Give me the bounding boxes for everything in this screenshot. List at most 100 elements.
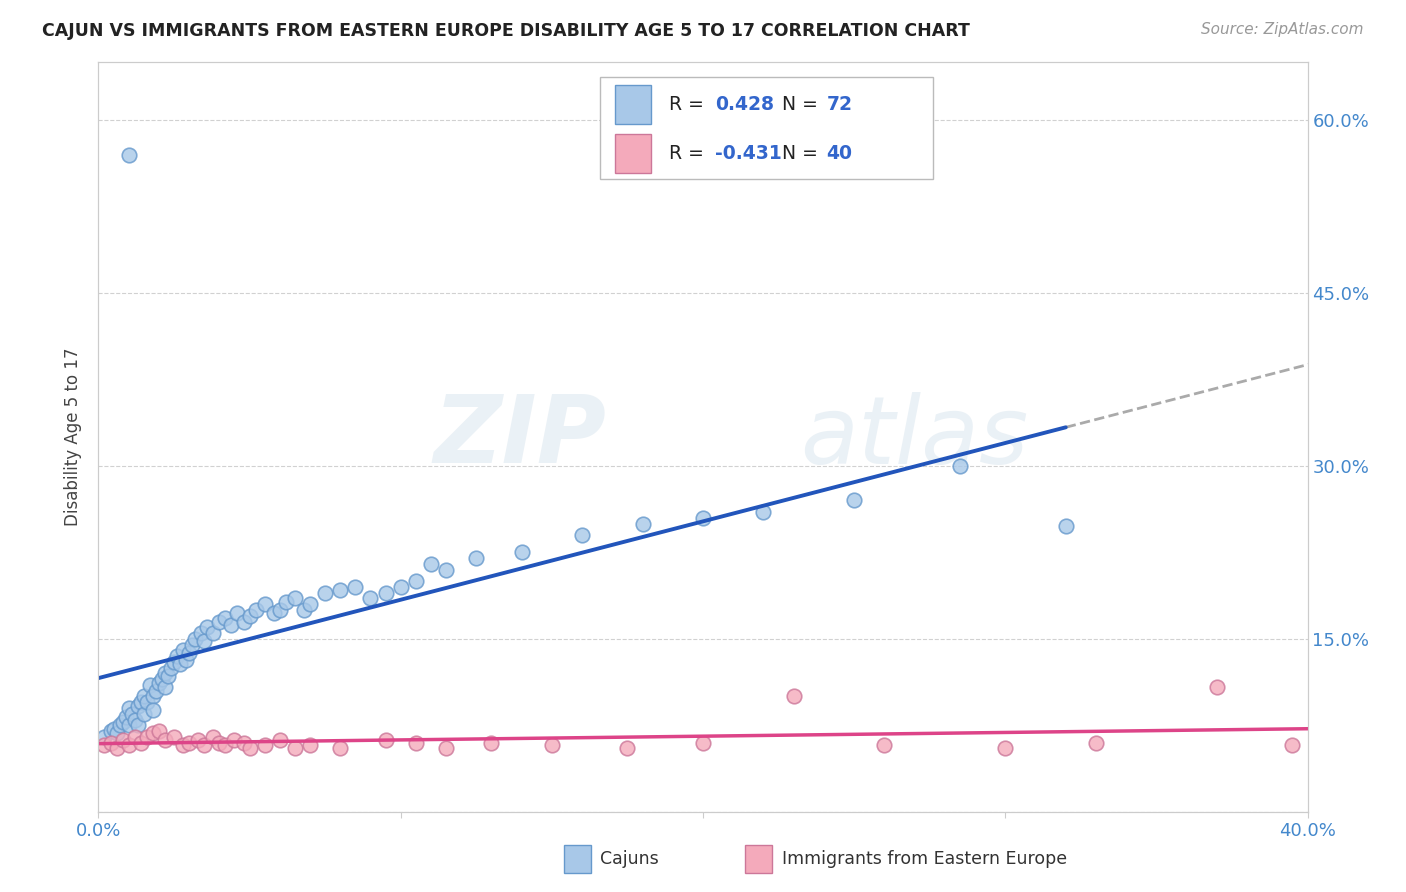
Text: Immigrants from Eastern Europe: Immigrants from Eastern Europe — [782, 850, 1067, 868]
Text: 72: 72 — [827, 95, 852, 114]
Point — [873, 738, 896, 752]
Point — [344, 580, 367, 594]
Point — [174, 652, 197, 666]
Point — [121, 706, 143, 721]
Point — [269, 603, 291, 617]
Point — [169, 657, 191, 672]
Point — [153, 666, 176, 681]
Point — [166, 649, 188, 664]
Point — [148, 675, 170, 690]
Point — [360, 591, 382, 606]
Point — [142, 690, 165, 704]
Point — [314, 585, 336, 599]
Text: CAJUN VS IMMIGRANTS FROM EASTERN EUROPE DISABILITY AGE 5 TO 17 CORRELATION CHART: CAJUN VS IMMIGRANTS FROM EASTERN EUROPE … — [42, 22, 970, 40]
Point — [284, 591, 307, 606]
Point — [172, 643, 194, 657]
Point — [118, 147, 141, 161]
Point — [239, 741, 262, 756]
Point — [195, 620, 218, 634]
Point — [153, 733, 176, 747]
Point — [103, 722, 125, 736]
Point — [1054, 519, 1077, 533]
Point — [127, 718, 149, 732]
Point — [142, 726, 165, 740]
Point — [1281, 738, 1303, 752]
FancyBboxPatch shape — [745, 845, 772, 873]
Point — [434, 741, 457, 756]
Point — [374, 733, 396, 747]
Point — [124, 713, 146, 727]
Text: atlas: atlas — [800, 392, 1028, 483]
Point — [232, 615, 254, 629]
Point — [420, 557, 443, 571]
Point — [245, 603, 267, 617]
Point — [692, 510, 714, 524]
Point — [263, 607, 285, 621]
Point — [111, 733, 134, 747]
Point — [118, 718, 141, 732]
Point — [292, 603, 315, 617]
Point — [129, 695, 152, 709]
Point — [193, 634, 215, 648]
Point — [93, 730, 115, 744]
Point — [202, 626, 225, 640]
FancyBboxPatch shape — [614, 134, 651, 172]
FancyBboxPatch shape — [614, 85, 651, 124]
Point — [179, 646, 201, 660]
Point — [190, 626, 212, 640]
Point — [299, 738, 322, 752]
Point — [253, 597, 276, 611]
Point — [181, 638, 204, 652]
Point — [1206, 680, 1229, 694]
Point — [93, 738, 115, 752]
Point — [481, 735, 503, 749]
Point — [208, 735, 231, 749]
Point — [329, 741, 352, 756]
Text: N =: N = — [782, 95, 824, 114]
Point — [132, 690, 155, 704]
Point — [105, 741, 128, 756]
Text: -0.431: -0.431 — [716, 144, 782, 162]
Point — [127, 698, 149, 713]
FancyBboxPatch shape — [564, 845, 591, 873]
Point — [100, 735, 122, 749]
Text: 40: 40 — [827, 144, 852, 162]
Point — [692, 735, 714, 749]
Text: R =: R = — [669, 144, 710, 162]
Point — [135, 695, 157, 709]
Point — [187, 733, 209, 747]
Point — [389, 580, 412, 594]
Point — [949, 458, 972, 473]
Point — [214, 611, 236, 625]
Point — [239, 608, 262, 623]
Point — [253, 738, 276, 752]
Point — [208, 615, 231, 629]
Point — [193, 738, 215, 752]
Point — [329, 583, 352, 598]
Point — [153, 680, 176, 694]
Text: ZIP: ZIP — [433, 391, 606, 483]
Point — [510, 545, 533, 559]
Point — [284, 741, 307, 756]
FancyBboxPatch shape — [600, 78, 932, 178]
Point — [172, 738, 194, 752]
Point — [150, 672, 173, 686]
Text: R =: R = — [669, 95, 710, 114]
Point — [571, 528, 593, 542]
Point — [994, 741, 1017, 756]
Text: N =: N = — [782, 144, 824, 162]
Point — [148, 724, 170, 739]
Point — [105, 726, 128, 740]
Point — [132, 706, 155, 721]
Point — [1085, 735, 1108, 749]
Point — [299, 597, 322, 611]
Point — [752, 505, 775, 519]
Point — [160, 660, 183, 674]
Point — [139, 678, 162, 692]
Point — [434, 563, 457, 577]
Point — [616, 741, 638, 756]
Point — [631, 516, 654, 531]
Point — [142, 703, 165, 717]
Point — [540, 738, 562, 752]
Point — [465, 551, 488, 566]
